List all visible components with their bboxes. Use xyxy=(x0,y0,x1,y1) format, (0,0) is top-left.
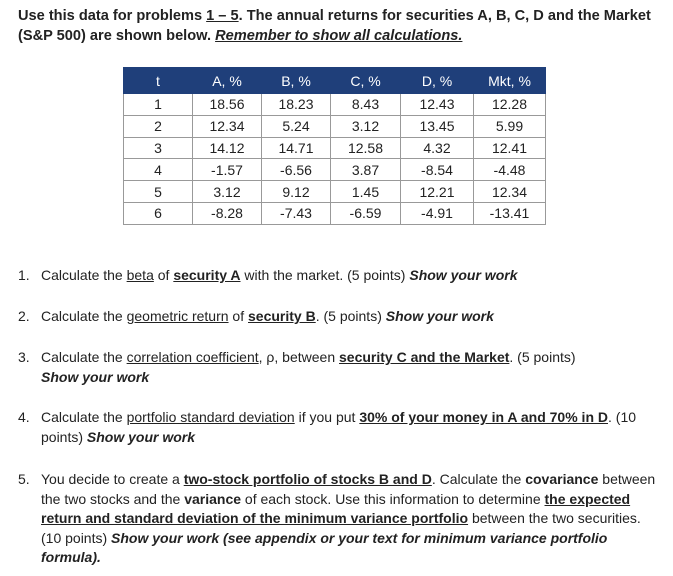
question-text: between the two stocks and the xyxy=(41,471,656,507)
cell: -6.56 xyxy=(261,158,331,182)
cell: 12.28 xyxy=(473,93,546,116)
cell: 12.34 xyxy=(473,180,546,203)
show-work-note: Show your work xyxy=(385,308,494,324)
question-4: 4. Calculate the portfolio standard devi… xyxy=(18,408,658,447)
table-row: 2 12.34 5.24 3.12 13.45 5.99 xyxy=(123,114,546,138)
question-subject: security B xyxy=(248,308,316,324)
table-row: 1 18.56 18.23 8.43 12.43 12.28 xyxy=(123,93,546,116)
cell: 4.32 xyxy=(400,136,474,160)
question-number: 2. xyxy=(18,308,30,324)
question-1: 1. Calculate the beta of security A with… xyxy=(18,266,658,286)
cell: 5.24 xyxy=(261,114,331,138)
question-subject: the expected return and standard deviati… xyxy=(41,490,631,527)
question-term: correlation coefficient xyxy=(126,349,259,365)
cell: 12.43 xyxy=(400,93,474,116)
reminder-text: Remember to show all calculations. xyxy=(215,28,463,44)
question-text: of each stock. Use this information to d… xyxy=(241,490,545,507)
cell: -13.41 xyxy=(473,201,546,225)
question-text: Calculate the xyxy=(41,349,127,365)
intro-text-2: . The annual returns for securities A, B… xyxy=(18,8,651,44)
cell: 14.71 xyxy=(261,136,331,160)
question-subject: 30% of your money in A and 70% in D xyxy=(359,409,608,425)
question-text: with the market. (5 points) xyxy=(240,267,410,283)
question-text: if you put xyxy=(294,409,360,425)
cell: -1.57 xyxy=(192,158,262,182)
header-a: A, % xyxy=(192,67,262,94)
question-subject: two-stock portfolio of stocks B and D xyxy=(183,471,432,487)
intro-text: Use this data for problems xyxy=(18,8,207,24)
question-text: . (5 points) xyxy=(509,349,576,365)
returns-table: t A, % B, % C, % D, % Mkt, % 1 18.56 18.… xyxy=(123,67,546,225)
question-text: , ρ, between xyxy=(258,349,339,365)
table-row: 5 3.12 9.12 1.45 12.21 12.34 xyxy=(123,180,546,203)
cell: 12.34 xyxy=(192,114,262,138)
show-work-note: Show your work xyxy=(409,267,518,283)
question-text: of xyxy=(228,308,249,324)
cell: 13.45 xyxy=(400,114,474,138)
show-work-note: Show your work xyxy=(41,368,150,385)
header-d: D, % xyxy=(400,67,474,94)
cell: 1 xyxy=(123,93,193,116)
cell: 12.41 xyxy=(473,136,546,160)
show-work-note: Show your work xyxy=(86,428,196,445)
question-number: 1. xyxy=(18,267,30,283)
header-b: B, % xyxy=(261,67,331,94)
question-text: . (5 points) xyxy=(315,308,386,324)
cell: 12.58 xyxy=(330,136,401,160)
cell: 5 xyxy=(123,180,193,203)
header-t: t xyxy=(123,67,193,94)
cell: 5.99 xyxy=(473,114,546,138)
question-text: Calculate the xyxy=(41,267,127,283)
question-text: between the two securities. (10 points) xyxy=(41,510,641,546)
question-2: 2. Calculate the geometric return of sec… xyxy=(18,307,658,327)
cell: 14.12 xyxy=(192,136,262,160)
cell: 4 xyxy=(123,158,193,182)
question-text: . Calculate the xyxy=(431,471,526,487)
question-number: 4. xyxy=(18,409,30,425)
question-subject: security A xyxy=(173,267,241,283)
cell: -4.48 xyxy=(473,158,546,182)
question-subject: security C and the Market xyxy=(339,349,510,365)
cell: 9.12 xyxy=(261,180,331,203)
question-number: 5. xyxy=(18,471,30,487)
problem-range: 1 – 5 xyxy=(206,8,239,24)
question-text: Calculate the xyxy=(41,308,127,324)
question-term: beta xyxy=(126,267,154,283)
question-text: . (10 points) xyxy=(41,409,637,445)
cell: 8.43 xyxy=(330,93,401,116)
cell: 6 xyxy=(123,201,193,225)
cell: 3 xyxy=(123,136,193,160)
instructions: Use this data for problems 1 – 5. The an… xyxy=(18,6,658,46)
header-mkt: Mkt, % xyxy=(473,67,546,94)
cell: 18.23 xyxy=(261,93,331,116)
question-5: 5. You decide to create a two-stock port… xyxy=(18,470,658,568)
cell: 18.56 xyxy=(192,93,262,116)
cell: 3.87 xyxy=(330,158,401,182)
table-row: 6 -8.28 -7.43 -6.59 -4.91 -13.41 xyxy=(123,201,546,225)
question-term: variance xyxy=(184,490,242,507)
cell: 3.12 xyxy=(192,180,262,203)
question-3: 3. Calculate the correlation coefficient… xyxy=(18,348,658,387)
cell: 1.45 xyxy=(330,180,401,203)
cell: 2 xyxy=(123,114,193,138)
cell: -7.43 xyxy=(261,201,331,225)
cell: 12.21 xyxy=(400,180,474,203)
question-text: You decide to create a xyxy=(41,471,184,487)
table-row: 3 14.12 14.71 12.58 4.32 12.41 xyxy=(123,136,546,160)
cell: -8.28 xyxy=(192,201,262,225)
question-text: of xyxy=(153,267,174,283)
header-row: t A, % B, % C, % D, % Mkt, % xyxy=(123,67,546,94)
header-c: C, % xyxy=(330,67,401,94)
show-work-note: Show your work (see appendix or your tex… xyxy=(41,529,608,566)
cell: 3.12 xyxy=(330,114,401,138)
table-row: 4 -1.57 -6.56 3.87 -8.54 -4.48 xyxy=(123,158,546,182)
question-term: geometric return xyxy=(126,308,229,324)
question-number: 3. xyxy=(18,349,30,365)
cell: -6.59 xyxy=(330,201,401,225)
question-text: Calculate the xyxy=(41,409,127,425)
question-term: covariance xyxy=(525,471,599,487)
question-term: portfolio standard deviation xyxy=(126,409,295,425)
cell: -4.91 xyxy=(400,201,474,225)
cell: -8.54 xyxy=(400,158,474,182)
